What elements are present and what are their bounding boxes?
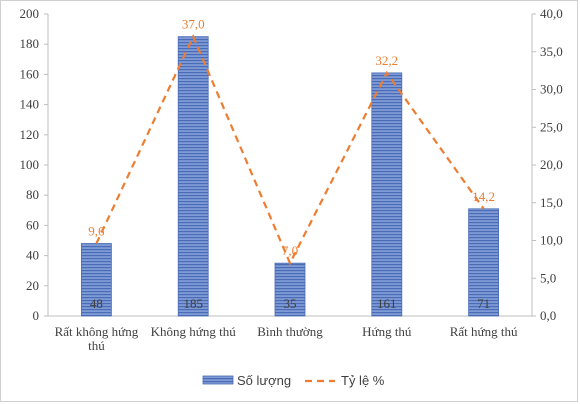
bar <box>177 36 209 317</box>
line-data-label: 37,0 <box>182 17 205 32</box>
y-right-tick-label: 5,0 <box>540 270 556 285</box>
bar <box>274 262 306 317</box>
y-right-tick-label: 20,0 <box>540 157 563 172</box>
bar <box>468 208 500 317</box>
legend-label-line: Tỷ lệ % <box>341 373 385 388</box>
percent-line <box>95 33 485 266</box>
y-left-tick-label: 60 <box>26 217 39 232</box>
bar-data-label: 185 <box>183 296 203 311</box>
y-right-tick-label: 0,0 <box>540 308 556 323</box>
legend-swatch-bar <box>202 375 234 385</box>
bar-data-label: 71 <box>477 296 490 311</box>
bar-data-label: 48 <box>90 296 103 311</box>
y-right-tick-label: 40,0 <box>540 6 563 21</box>
y-left-tick-label: 200 <box>20 6 40 21</box>
bar-data-label: 161 <box>377 296 397 311</box>
y-right-tick-label: 15,0 <box>540 195 563 210</box>
legend-label-bar: Số lượng <box>237 373 291 388</box>
y-left-tick-label: 100 <box>20 157 40 172</box>
x-category-label: Hứng thú <box>362 324 412 339</box>
y-left-tick-label: 20 <box>26 278 39 293</box>
y-right-tick-label: 10,0 <box>540 233 563 248</box>
y-left-tick-label: 120 <box>20 127 40 142</box>
bar <box>81 243 112 317</box>
y-right-tick-label: 35,0 <box>540 44 563 59</box>
line-data-label: 9,6 <box>88 224 105 239</box>
x-category-label: Không hứng thú <box>151 324 237 339</box>
line-data-label: 14,2 <box>472 189 495 204</box>
line-data-label: 32,2 <box>375 53 398 68</box>
x-category-label: Bình thường <box>257 324 323 339</box>
y-left-tick-label: 160 <box>20 66 40 81</box>
y-left-tick-label: 140 <box>20 97 40 112</box>
bar <box>371 72 403 317</box>
y-left-tick-label: 0 <box>33 308 40 323</box>
y-left-tick-label: 180 <box>20 36 40 51</box>
y-right-tick-label: 30,0 <box>540 82 563 97</box>
bar-data-label: 35 <box>284 296 297 311</box>
x-category-label: Rất không hứng <box>55 324 139 339</box>
y-left-tick-label: 80 <box>26 187 39 202</box>
line-data-label: 7,0 <box>282 243 298 258</box>
x-category-label: thú <box>88 338 105 353</box>
y-right-tick-label: 25,0 <box>540 119 563 134</box>
x-category-label: Rất hứng thú <box>450 324 518 339</box>
y-left-tick-label: 40 <box>26 248 39 263</box>
